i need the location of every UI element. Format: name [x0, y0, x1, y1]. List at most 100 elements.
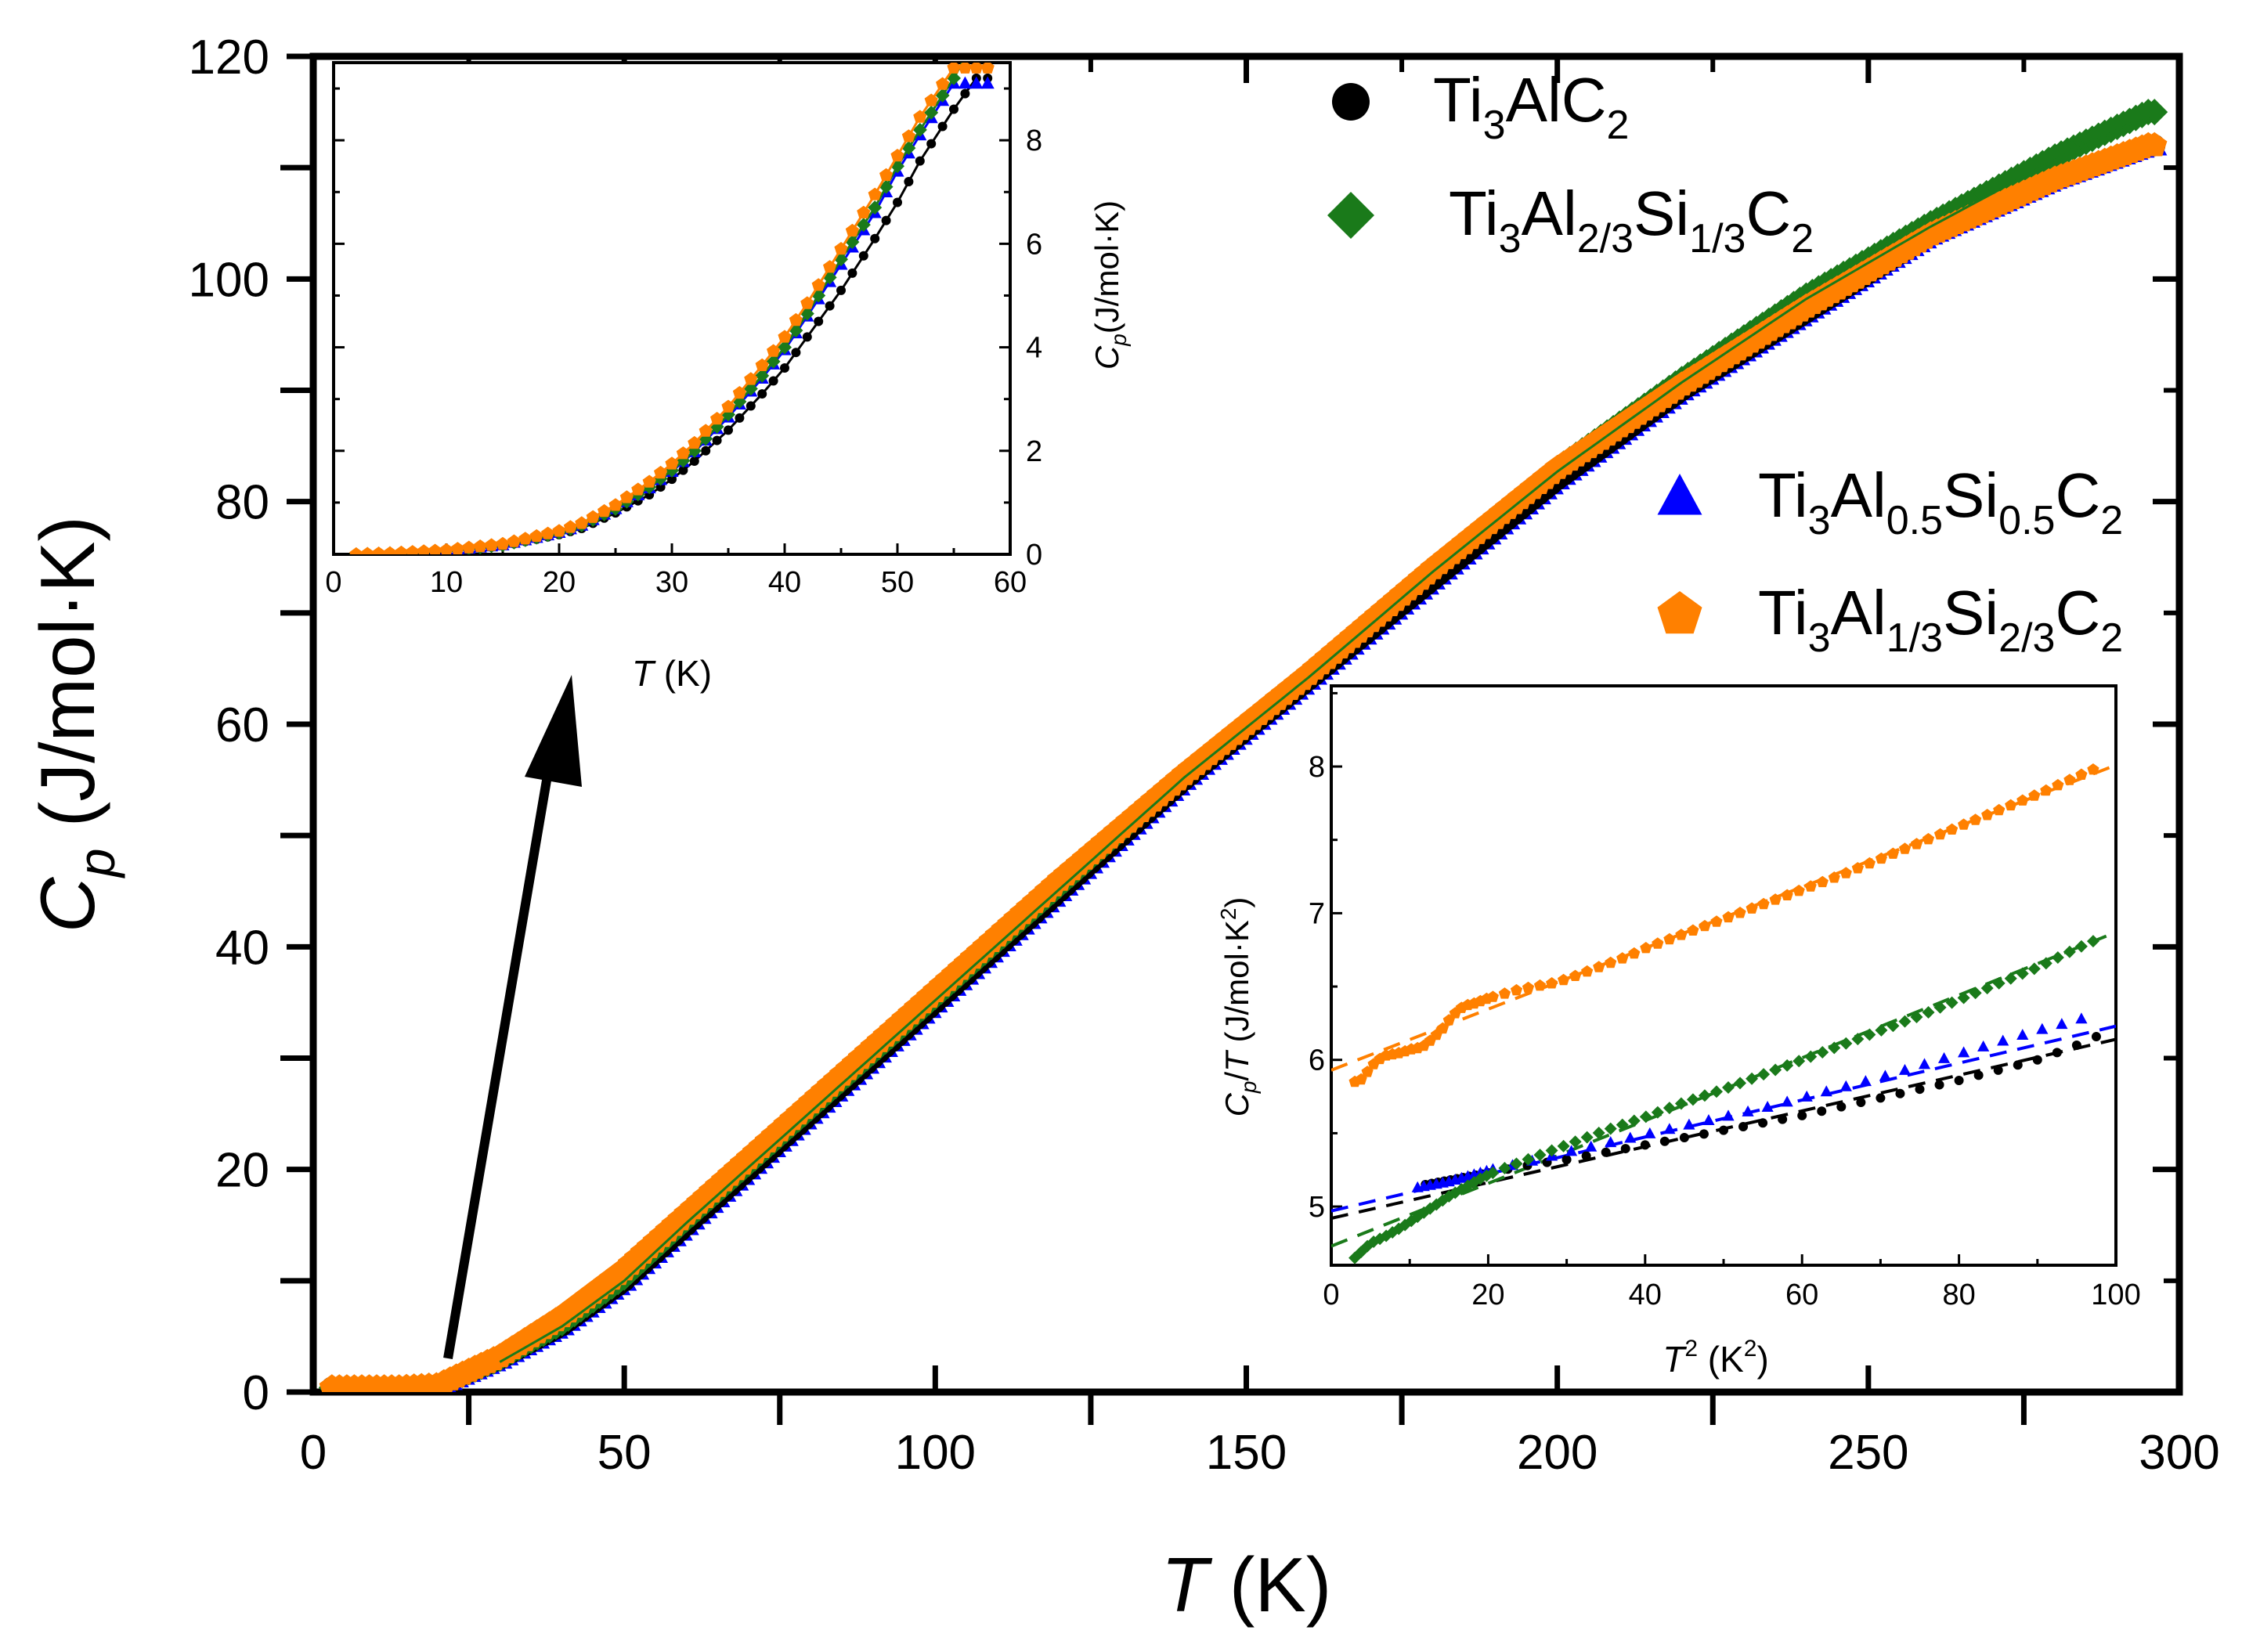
y-tick-label: 20	[215, 1144, 269, 1198]
inset2-point	[1817, 1106, 1827, 1116]
inset1-point	[913, 110, 927, 123]
inset2-point	[1628, 947, 1641, 959]
inset2-point	[1778, 1114, 1788, 1124]
inset2-series-Ti3Al0.5Si0.5C2	[1411, 1012, 2088, 1192]
x-tick-label: 300	[2139, 1426, 2219, 1480]
inset1-point	[667, 474, 677, 485]
inset1-point	[439, 543, 453, 554]
inset1-point	[678, 465, 688, 475]
y-axis-label: Cp (J/mol·K)	[24, 516, 125, 932]
inset2-point	[1605, 956, 1617, 968]
inset2-point	[1639, 1110, 1652, 1124]
inset1-point	[836, 285, 846, 295]
inset1-y-tick-label: 8	[1026, 124, 1042, 157]
inset2-point	[1910, 1011, 1923, 1024]
inset1-point	[814, 316, 824, 326]
inset1-point	[735, 413, 745, 423]
inset1-point	[912, 122, 927, 137]
inset2-point	[1510, 983, 1523, 996]
inset2-point	[1627, 1114, 1641, 1127]
inset2-point	[1954, 1075, 1964, 1085]
inset2-point	[1863, 1028, 1876, 1041]
inset2-point	[1702, 1114, 1715, 1126]
inset2-point	[1910, 838, 1923, 849]
inset2-point	[1569, 969, 1582, 981]
inset2-point	[1915, 1084, 1925, 1095]
inset1-point	[858, 251, 868, 261]
inset2-point	[2052, 1048, 2062, 1058]
inset1-point	[926, 139, 937, 149]
inset1-point	[360, 546, 374, 554]
inset2-point	[1761, 1100, 1774, 1112]
inset1-point	[485, 538, 499, 551]
inset2-point	[1769, 893, 1782, 905]
inset2-point	[1565, 1145, 1578, 1156]
legend-item-3: Ti3Al1/3Si2/3C2	[1657, 578, 2123, 661]
inset1-point	[949, 104, 959, 114]
inset2-point	[2016, 967, 2029, 980]
inset2-data	[1331, 763, 2116, 1264]
inset1-point	[901, 129, 915, 142]
inset2-series-Ti3Al2/3Si1/3C2	[1348, 935, 2099, 1264]
legend-item-0: Ti3AlC2	[1332, 65, 1629, 148]
inset1-point	[857, 205, 871, 218]
inset2-point	[1640, 1140, 1650, 1150]
inset2-point	[2086, 935, 2099, 948]
inset2-point	[2075, 768, 2088, 780]
inset2-point	[1674, 1097, 1688, 1110]
inset2-point	[1933, 1001, 1947, 1014]
inset2-x-tick-label: 20	[1471, 1279, 1504, 1311]
inset1-y-tick-label: 6	[1026, 228, 1042, 261]
inset2-point	[1863, 857, 1876, 869]
inset2-point	[1993, 1065, 2003, 1075]
inset1-series-Ti3Al1/3Si2/3C2	[349, 63, 995, 554]
inset1-point	[654, 465, 668, 479]
inset2-point	[1601, 1147, 1611, 1157]
inset1-x-tick-label: 20	[543, 566, 576, 599]
x-tick-label: 250	[1828, 1426, 1908, 1480]
x-tick-label: 100	[895, 1426, 976, 1480]
inset2-frame	[1330, 684, 2117, 1267]
inset2-point	[1933, 828, 1947, 840]
inset2-point	[1839, 1037, 1853, 1050]
inset1-point	[701, 445, 711, 456]
inset2-point	[1699, 1129, 1709, 1139]
inset1-point	[462, 540, 476, 554]
legend-marker	[1657, 474, 1702, 515]
inset1-point	[428, 543, 442, 554]
inset2-point	[2075, 1012, 2088, 1024]
inset1-y-tick-label: 2	[1026, 435, 1042, 468]
inset2-point	[1738, 1121, 1749, 1131]
inset2-point	[2013, 1060, 2023, 1070]
inset2-point	[1758, 1118, 1768, 1128]
inset2-point	[1585, 1140, 1598, 1152]
inset2-point	[1746, 1072, 1759, 1085]
inset2-point	[1828, 1041, 1841, 1055]
inset2-point	[2028, 789, 2041, 801]
inset2-point	[1498, 987, 1511, 999]
inset2-x-tick-label: 0	[1323, 1279, 1339, 1311]
inset2-point	[1592, 1127, 1605, 1140]
inset2-point	[1746, 902, 1758, 914]
inset2-point	[1918, 1058, 1931, 1069]
inset-cp-over-t-plot: 0 20 40 60 80 100 5 6 7 8 T2 (K2) Cp/T (J/mol·K2)	[1216, 684, 2141, 1380]
inset1-point	[780, 363, 789, 373]
inset2-point	[1683, 1118, 1695, 1130]
inset2-point	[1663, 1102, 1676, 1115]
inset2-y-tick-label: 6	[1309, 1044, 1325, 1077]
legend-item-2: Ti3Al0.5Si0.5C2	[1657, 460, 2123, 543]
inset1-point	[450, 542, 464, 554]
inset1-point	[724, 425, 733, 435]
inset2-point	[1793, 884, 1805, 896]
inset2-y-tick-label: 5	[1309, 1191, 1325, 1224]
arrow-shaft	[443, 770, 553, 1360]
inset2-point	[1800, 1090, 1813, 1102]
inset2-point	[1522, 1152, 1535, 1166]
inset1-point	[778, 330, 792, 343]
inset2-point	[2005, 799, 2017, 811]
inset2-point	[1757, 897, 1770, 910]
inset1-point	[755, 368, 770, 383]
inset2-point	[2074, 940, 2088, 953]
